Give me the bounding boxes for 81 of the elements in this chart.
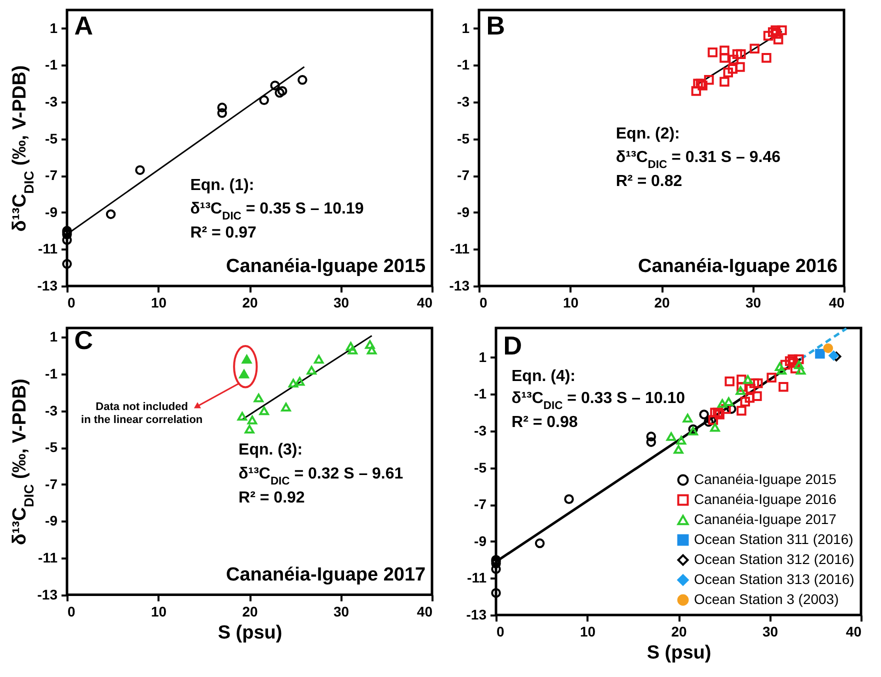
x-tick-label: 0 [480,294,488,310]
y-tick-label: -3 [45,402,58,418]
annotation: A [74,10,94,41]
x-tick-label: 30 [333,294,350,310]
annotation: Cananéia-Iguape 2016 [638,256,838,277]
legend-label: Ocean Station 313 (2016) [694,571,854,587]
x-tick-label: 10 [150,294,167,310]
y-tick-label: -7 [457,167,470,184]
y-tick-label: 1 [50,328,58,345]
x-tick-label: 20 [671,624,687,640]
annotation: Eqn. (4): [512,368,576,385]
legend-label: Ocean Station 311 (2016) [694,531,854,547]
x-tick-label: 20 [242,294,258,310]
x-tick-label: 40 [828,294,845,310]
y-tick-label: 1 [50,20,58,36]
annotation: Eqn. (2): [616,125,680,142]
annotation: D [503,330,522,360]
y-tick-label: -13 [37,278,58,294]
x-tick-label: 30 [333,603,350,620]
y-tick-label: -5 [457,130,470,146]
annotation: δ¹³C$_{DIC}$ = 0.35 S – 10.19 [190,200,364,223]
y-tick-label: -1 [45,366,58,382]
legend-label: Ocean Station 312 (2016) [694,551,854,567]
y-tick-label: -5 [45,439,58,456]
y-tick-label: -7 [45,167,58,184]
y-tick-label: -3 [45,94,58,110]
x-tick-label: 20 [242,603,258,620]
annotation: δ¹³C$_{DIC}$ = 0.33 S – 10.10 [512,390,686,412]
y-tick-label: -11 [38,240,58,257]
annotation: Eqn. (3): [238,441,303,458]
legend-label: Cananéia-Iguape 2016 [694,491,837,507]
x-axis-title: S (psu) [646,642,712,664]
annotation: B [486,10,506,41]
annotation: R² = 0.82 [616,173,682,190]
annotation: δ¹³C$_{DIC}$ = 0.31 S – 9.46 [616,149,781,172]
y-tick-label: -13 [37,586,58,602]
x-tick-label: 0 [496,624,504,640]
x-tick-label: 40 [416,294,433,310]
x-tick-label: 10 [150,603,167,620]
y-tick-label: -5 [45,130,58,146]
x-tick-label: 10 [580,624,596,640]
x-axis-title: S (psu) [218,622,282,644]
x-tick-label: 40 [846,624,862,640]
annotation: R² = 0.97 [190,224,257,242]
y-tick-label: -9 [45,204,58,220]
annotation: Eqn. (1): [190,176,254,194]
annotation: Cananéia-Iguape 2015 [226,256,426,277]
y-tick-label: -13 [449,278,470,294]
y-tick-label: -3 [457,94,470,110]
y-tick-label: 1 [478,348,487,365]
y-tick-label: -1 [457,56,470,73]
x-tick-label: 0 [68,294,76,310]
x-tick-label: 10 [562,294,579,310]
annotation: R² = 0.98 [512,414,578,431]
y-tick-label: -9 [457,204,470,220]
annotation: Cananéia-Iguape 2017 [226,564,426,586]
y-tick-label: -9 [474,532,487,549]
y-tick-label: -3 [474,422,487,439]
y-tick-label: -11 [467,570,487,586]
y-tick-label: -11 [38,550,58,566]
annotation: δ¹³C$_{DIC}$ = 0.32 S – 9.61 [238,465,404,488]
annotation: C [74,324,94,355]
y-tick-label: -1 [45,56,58,73]
annotation: R² = 0.92 [238,489,305,506]
y-tick-label: -5 [474,459,487,476]
y-tick-label: -9 [45,512,58,529]
x-tick-label: 30 [762,624,778,640]
y-tick-label: -1 [474,386,487,402]
x-tick-label: 20 [654,294,670,310]
annotation: Data not included in the linear correlation [81,401,203,426]
legend-label: Cananéia-Iguape 2017 [694,511,837,527]
y-tick-label: 1 [462,20,470,36]
legend-label: Cananéia-Iguape 2015 [694,471,837,487]
x-tick-label: 0 [68,603,76,620]
x-tick-label: 30 [745,294,762,310]
legend-label: Ocean Station 3 (2003) [694,591,839,607]
y-tick-label: -13 [466,606,487,623]
y-tick-label: -7 [45,476,58,492]
x-tick-label: 40 [416,603,433,620]
y-tick-label: -11 [450,240,470,257]
y-tick-label: -7 [474,496,487,512]
